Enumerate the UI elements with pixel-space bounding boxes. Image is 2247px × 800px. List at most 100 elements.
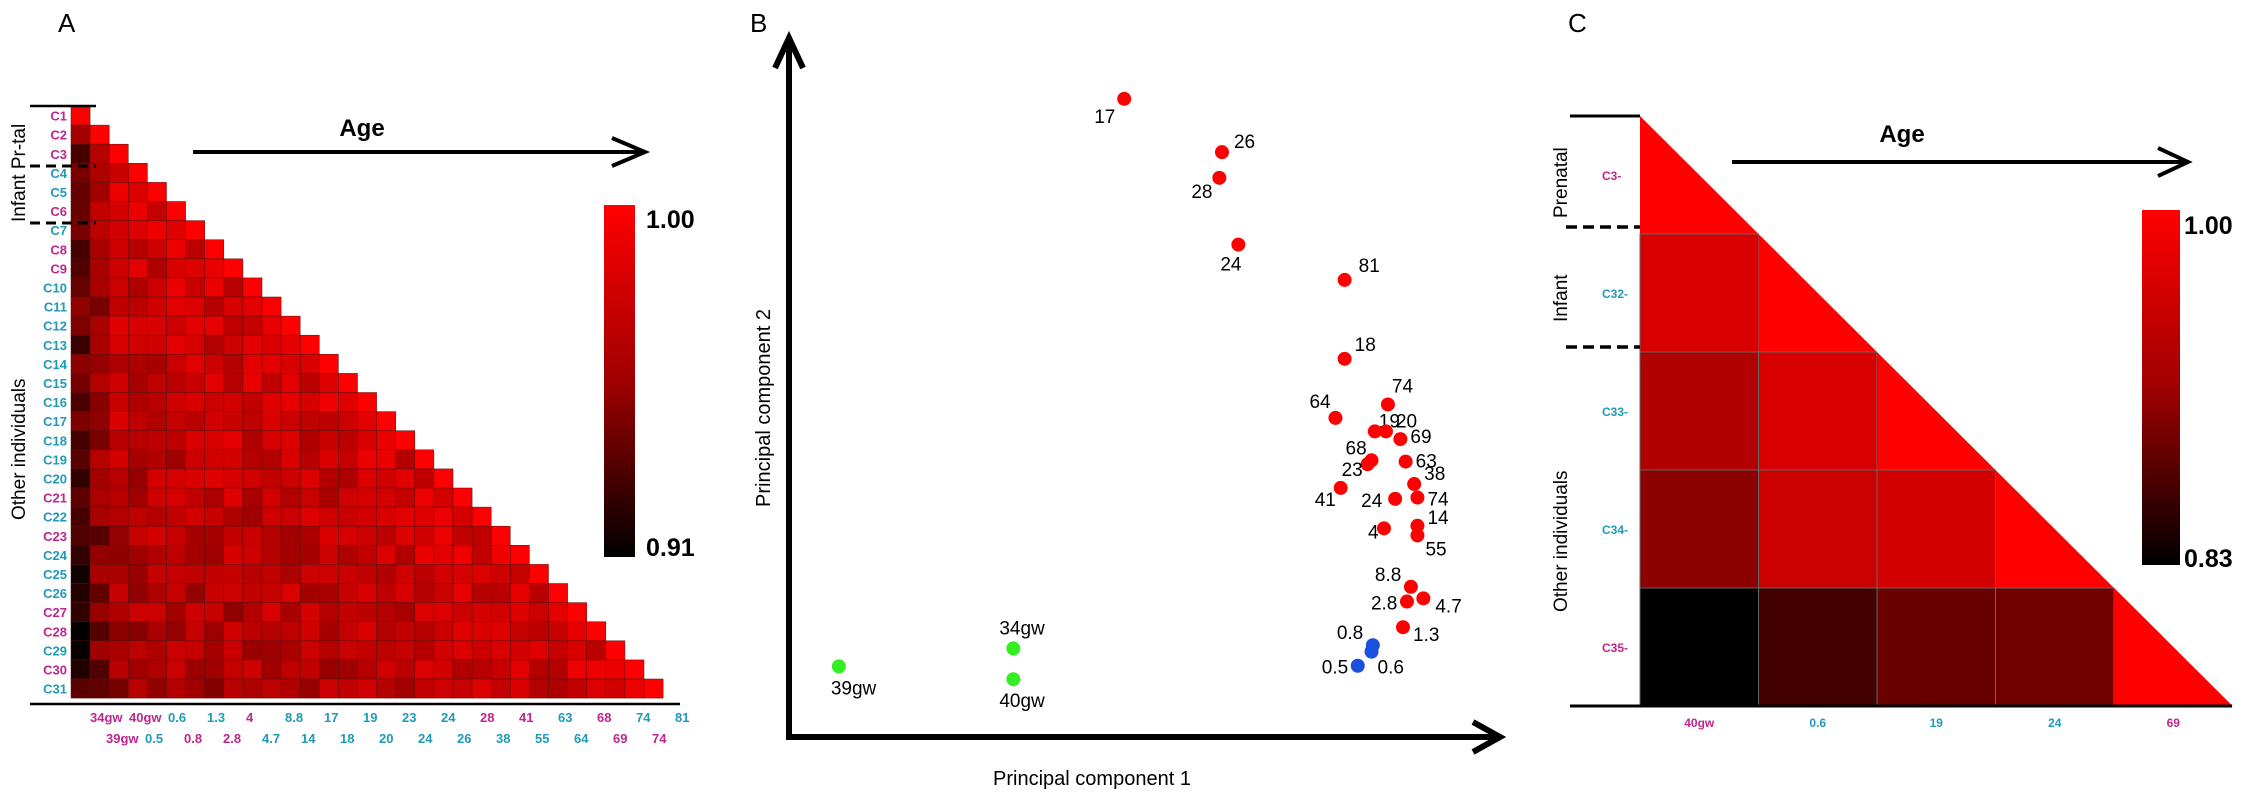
heatmap-cell: [166, 392, 186, 412]
heatmap-cell: [108, 411, 129, 431]
heatmap-cell: [89, 430, 110, 451]
heatmap-cell: [166, 583, 186, 603]
heatmap-cell: [280, 392, 301, 412]
heatmap-cell: [261, 525, 282, 546]
heatmap-cell: [338, 602, 358, 622]
heatmap-cell: [128, 201, 148, 221]
column-label: 0.5: [145, 731, 163, 746]
column-label: 18: [340, 731, 354, 746]
panel-b-y-label: Principal component 2: [753, 309, 775, 507]
heatmap-cell: [242, 334, 263, 355]
heatmap-cell: [108, 143, 129, 164]
heatmap-cell: [319, 640, 339, 661]
heatmap-cell: [414, 468, 435, 489]
heatmap-cell: [70, 239, 91, 260]
heatmap-cell: [147, 239, 167, 260]
heatmap-cell: [128, 621, 148, 642]
column-label: 0.8: [184, 731, 202, 746]
heatmap-cell: [280, 354, 301, 374]
heatmap-cell: [395, 583, 416, 603]
heatmap-cell: [357, 487, 377, 508]
heatmap-cell: [414, 621, 435, 642]
heatmap-cell: [452, 564, 473, 584]
scatter-point: [1396, 620, 1411, 635]
heatmap-cell: [166, 258, 186, 279]
scatter-point-label: 0.6: [1378, 658, 1404, 679]
heatmap-cell: [471, 583, 492, 603]
heatmap-cell: [166, 449, 186, 470]
heatmap-cell: [108, 525, 129, 546]
heatmap-cell: [338, 430, 358, 451]
heatmap-cell: [108, 621, 129, 642]
heatmap-cell: [128, 258, 148, 279]
column-label: 28: [480, 710, 494, 725]
heatmap-cell: [395, 659, 416, 680]
heatmap-cell: [471, 678, 492, 699]
heatmap-cell: [280, 315, 301, 336]
column-label: 69: [613, 731, 627, 746]
scatter-point: [1407, 477, 1422, 492]
heatmap-cell: [166, 564, 186, 584]
heatmap-cell: [128, 411, 148, 431]
heatmap-cell: [414, 678, 435, 699]
heatmap-cell: [70, 678, 91, 699]
heatmap-cell: [223, 659, 244, 680]
heatmap-cell: [261, 354, 282, 374]
heatmap-cell: [89, 659, 110, 680]
heatmap-cell: [357, 449, 377, 470]
heatmap-cell: [108, 201, 129, 221]
heatmap-cell: [128, 296, 148, 317]
heatmap-cell: [414, 659, 435, 680]
heatmap-cell: [147, 525, 167, 546]
heatmap-cell: [471, 621, 492, 642]
heatmap-cell: [185, 583, 205, 603]
heatmap-cell: [128, 373, 148, 393]
heatmap-cell: [414, 506, 435, 527]
heatmap-cell: [223, 506, 244, 527]
heatmap-cell: [299, 583, 320, 603]
heatmap-cell: [70, 201, 91, 221]
heatmap-cell: [204, 296, 225, 317]
heatmap-cell: [108, 296, 129, 317]
heatmap-cell: [452, 487, 473, 508]
column-label: 0.6: [168, 710, 186, 725]
column-label: 41: [519, 710, 533, 725]
heatmap-cell: [376, 525, 396, 546]
column-label: 0.6: [1809, 716, 1826, 730]
heatmap-cell: [280, 564, 301, 584]
heatmap-cell: [338, 640, 358, 661]
scatter-point: [1231, 237, 1246, 252]
heatmap-cell: [89, 621, 110, 642]
heatmap-cell: [242, 621, 263, 642]
column-label: 2.8: [223, 731, 241, 746]
heatmap-cell: [376, 411, 396, 431]
heatmap-cell: [204, 334, 225, 355]
scatter-point: [1333, 480, 1348, 495]
column-label: 8.8: [285, 710, 303, 725]
heatmap-cell: [89, 525, 110, 546]
heatmap-cell: [490, 583, 511, 603]
panel-b-scatter: Principal component 1 Principal componen…: [753, 30, 1507, 790]
heatmap-cell: [643, 678, 664, 699]
heatmap-cell: [338, 411, 358, 431]
heatmap-cell: [529, 659, 549, 680]
heatmap-cell: [70, 296, 91, 317]
heatmap-cell: [319, 392, 339, 412]
panel-a-side-label-infant: Infant Pr-tal: [9, 124, 30, 222]
heatmap-cell: [357, 621, 377, 642]
heatmap-cell: [185, 640, 205, 661]
row-label: C17: [43, 414, 67, 429]
column-label: 63: [558, 710, 572, 725]
scatter-point-label: 26: [1234, 132, 1255, 153]
heatmap-cell: [108, 182, 129, 202]
column-label: 26: [457, 731, 471, 746]
heatmap-cell: [242, 487, 263, 508]
heatmap-cell: [414, 449, 435, 470]
heatmap-cell: [357, 602, 377, 622]
heatmap-cell: [299, 334, 320, 355]
heatmap-cell: [242, 373, 263, 393]
heatmap-cell: [242, 678, 263, 699]
heatmap-cell: [147, 640, 167, 661]
heatmap-cell: [223, 545, 244, 565]
heatmap-cell: [147, 392, 167, 412]
